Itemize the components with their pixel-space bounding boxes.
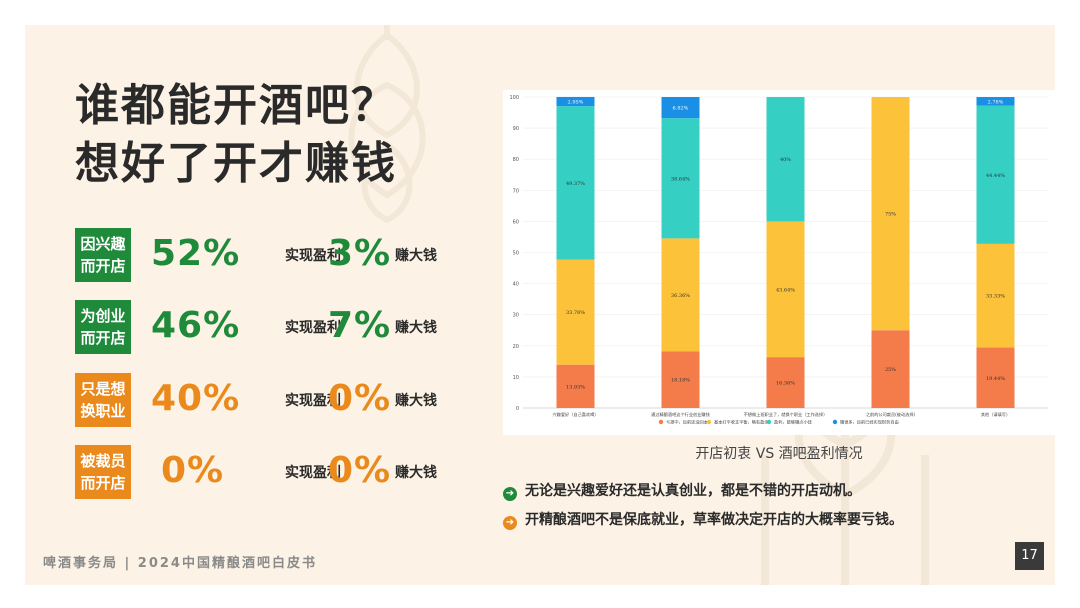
footer-source: 啤酒事务局 | 2024中国精酿酒吧白皮书 xyxy=(43,556,317,571)
legend-label: 基本打平收支平衡，略有盈余 xyxy=(714,419,769,426)
data-label: 2.78% xyxy=(988,99,1004,105)
profit-label: 实现盈利 xyxy=(285,248,341,264)
title-line1: 谁都能开酒吧？ xyxy=(75,80,397,131)
hop-decoration-icon xyxy=(348,25,426,224)
big-profit-label: 赚大钱 xyxy=(395,393,437,409)
bullet-text: 开精酿酒吧不是保底就业，草率做决定开店的大概率要亏钱。 xyxy=(525,512,903,528)
data-label: 40% xyxy=(780,157,791,163)
y-tick-label: 30 xyxy=(513,313,519,319)
data-label: 13.93% xyxy=(566,384,585,390)
stat-tag: 只是想 换职业 xyxy=(75,373,131,427)
y-tick-label: 40 xyxy=(513,282,519,288)
stat-tag: 为创业 而开店 xyxy=(75,300,131,354)
legend-label: 盈利，能够赚点小钱 xyxy=(774,419,812,426)
data-label: 2.95% xyxy=(568,100,584,106)
big-profit-percent: 0% xyxy=(328,378,392,419)
stat-row-career-change: 只是想 换职业 40% 实现盈利 0% 赚大钱 xyxy=(75,373,465,431)
bar-segment xyxy=(661,238,700,352)
bullet-text: 无论是兴趣爱好还是认真创业，都是不错的开店动机。 xyxy=(525,483,861,499)
data-label: 6.82% xyxy=(673,106,689,112)
data-label: 38.64% xyxy=(671,176,690,182)
y-tick-label: 60 xyxy=(513,219,519,225)
bar-segment xyxy=(766,357,805,408)
big-profit-percent: 3% xyxy=(328,233,392,274)
bar-segment xyxy=(766,97,805,222)
stat-row-startup: 为创业 而开店 46% 实现盈利 7% 赚大钱 xyxy=(75,300,465,358)
stat-tag: 因兴趣 而开店 xyxy=(75,228,131,282)
x-tick-label: 之前的公司裁员(被动选择) xyxy=(866,411,916,418)
bar-segment xyxy=(871,330,910,408)
data-label: 75% xyxy=(885,212,896,218)
data-label: 33.33% xyxy=(986,294,1005,300)
legend-marker xyxy=(832,419,838,425)
x-tick-label: 兴趣爱好（自己喜欢喝） xyxy=(552,411,598,418)
bullet-1: ➔ 无论是兴趣爱好还是认真创业，都是不错的开店动机。 xyxy=(503,480,861,501)
y-tick-label: 0 xyxy=(516,406,519,412)
legend-label: 亏损中，目前还没回本 xyxy=(666,419,709,426)
data-label: 16.36% xyxy=(776,381,795,387)
data-label: 43.64% xyxy=(776,287,795,293)
title-line2: 想好了开才赚钱 xyxy=(75,138,397,189)
bar-segment xyxy=(556,364,595,408)
chart-caption: 开店初衷 VS 酒吧盈利情况 xyxy=(695,446,863,462)
bar-segment xyxy=(661,97,700,119)
data-label: 49.37% xyxy=(566,181,585,187)
arrow-right-icon: ➔ xyxy=(503,487,517,501)
stat-row-interest: 因兴趣 而开店 52% 实现盈利 3% 赚大钱 xyxy=(75,228,465,286)
y-tick-label: 10 xyxy=(513,375,519,381)
profit-label: 实现盈利 xyxy=(285,393,341,409)
bar-segment xyxy=(556,106,595,260)
page-number: 17 xyxy=(1015,542,1044,570)
big-profit-label: 赚大钱 xyxy=(395,248,437,264)
data-label: 25% xyxy=(885,367,896,373)
arrow-right-icon: ➔ xyxy=(503,516,517,530)
bar-segment xyxy=(976,347,1015,408)
profit-percent: 40% xyxy=(151,378,241,419)
bar-segment xyxy=(661,351,700,408)
profit-percent: 0% xyxy=(161,450,225,491)
legend-marker xyxy=(706,419,712,425)
chart-svg: 0 10 20 30 40 50 60 70 80 90 100 13.93% 33.76% 49.37%… xyxy=(509,95,1048,426)
x-tick-label: 不想做上班职业了，就换个职业（工作选择） xyxy=(744,411,828,418)
bar-segment xyxy=(976,105,1015,244)
bar-segment xyxy=(556,96,595,107)
bar-segment xyxy=(976,97,1015,106)
x-tick-label: 其他（请填写） xyxy=(981,411,1010,418)
data-label: 44.44% xyxy=(986,173,1005,179)
y-tick-label: 100 xyxy=(509,95,519,101)
profit-percent: 46% xyxy=(151,305,241,346)
y-tick-label: 20 xyxy=(513,344,519,350)
bar-segment xyxy=(976,243,1015,348)
slide: 谁都能开酒吧？ 想好了开才赚钱 因兴趣 而开店 52% 实现盈利 3% 赚大钱 为… xyxy=(25,25,1055,585)
x-tick-label: 通过精酿酒吧这个行业创业赚钱 xyxy=(651,411,710,418)
stacked-bar-chart: 0 10 20 30 40 50 60 70 80 90 100 13.93% 33.76% 49.37%… xyxy=(503,90,1055,435)
big-profit-label: 赚大钱 xyxy=(395,320,437,336)
profit-label: 实现盈利 xyxy=(285,465,341,481)
data-label: 19.44% xyxy=(986,376,1005,382)
y-tick-label: 50 xyxy=(513,251,519,257)
big-profit-label: 赚大钱 xyxy=(395,465,437,481)
bar-segment xyxy=(871,97,910,331)
big-profit-percent: 7% xyxy=(328,305,392,346)
stat-row-laid-off: 被裁员 而开店 0% 实现盈利 0% 赚大钱 xyxy=(75,445,465,503)
big-profit-percent: 0% xyxy=(328,450,392,491)
legend-marker xyxy=(766,419,772,425)
page-title: 谁都能开酒吧？ 想好了开才赚钱 xyxy=(75,77,397,193)
y-tick-label: 70 xyxy=(513,188,519,194)
legend-marker xyxy=(658,419,664,425)
bullet-2: ➔ 开精酿酒吧不是保底就业，草率做决定开店的大概率要亏钱。 xyxy=(503,509,903,530)
profit-label: 实现盈利 xyxy=(285,320,341,336)
y-tick-label: 80 xyxy=(513,157,519,163)
legend-label: 赚很多，目前已经实现财务自由 xyxy=(840,419,899,426)
bar-segment xyxy=(661,118,700,239)
bar-segment xyxy=(766,221,805,358)
data-label: 33.76% xyxy=(566,310,585,316)
profit-percent: 52% xyxy=(151,233,241,274)
data-label: 18.18% xyxy=(671,378,690,384)
stat-tag: 被裁员 而开店 xyxy=(75,445,131,499)
bar-segment xyxy=(556,259,595,365)
y-tick-label: 90 xyxy=(513,126,519,132)
data-label: 36.36% xyxy=(671,293,690,299)
